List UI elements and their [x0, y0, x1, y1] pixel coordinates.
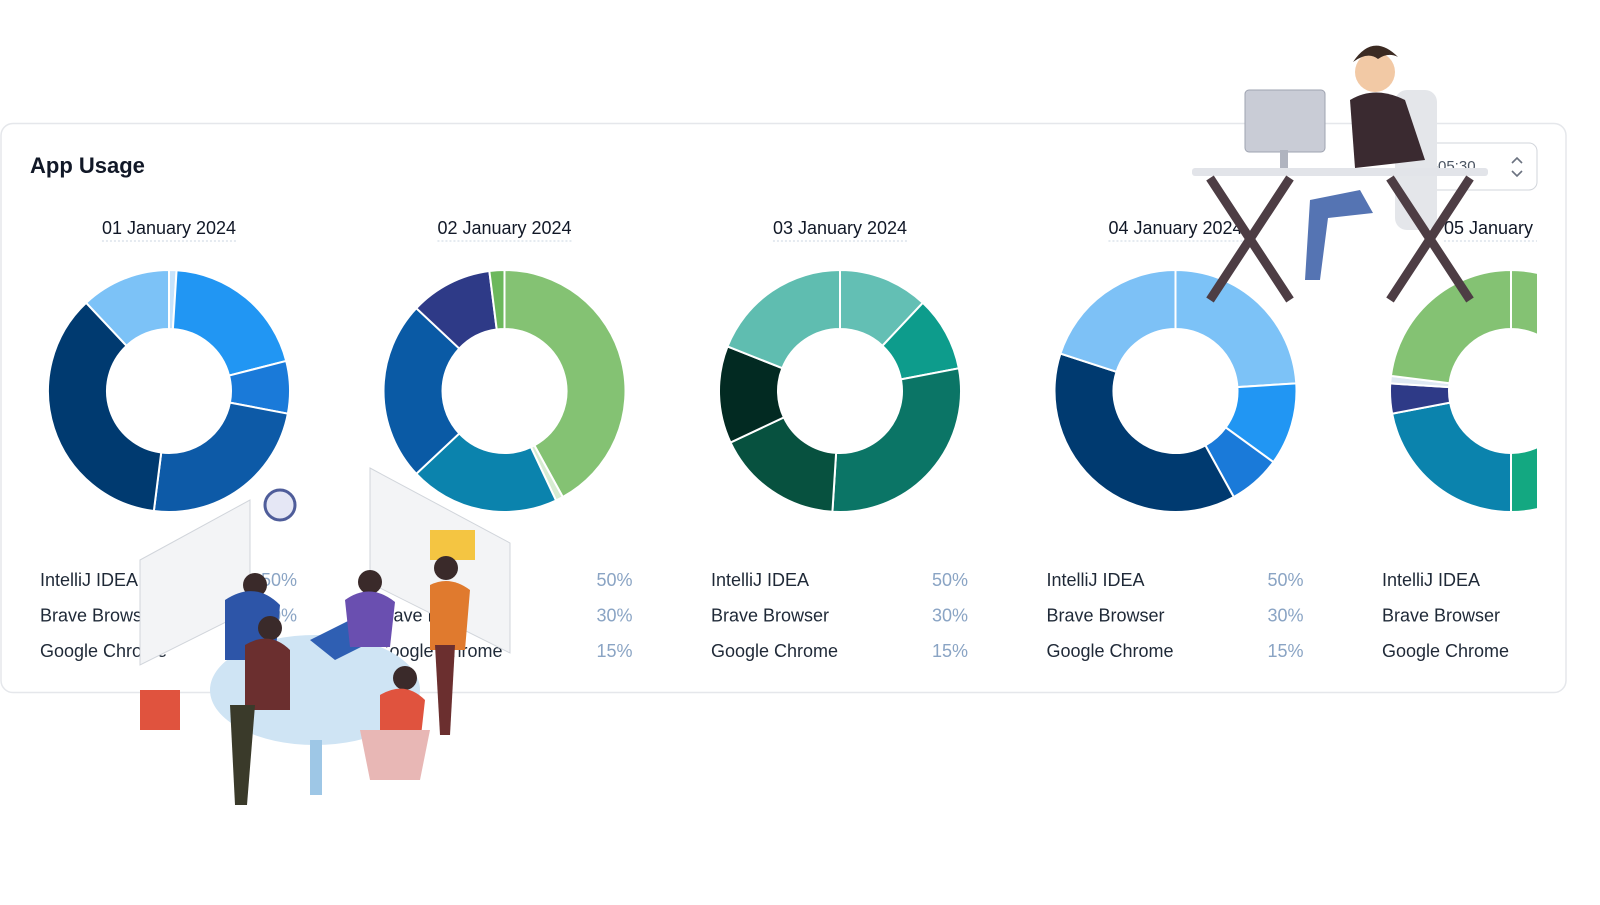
charts: 01 January 2024 IntelliJ IDEA 50% Brave Bro… — [40, 218, 1578, 661]
table-leg — [310, 740, 322, 795]
bin — [140, 690, 180, 730]
card-title: App Usage — [30, 153, 145, 178]
legend-label: IntelliJ IDEA — [1382, 570, 1480, 590]
legend-label: Brave Browser — [40, 605, 158, 625]
person-hair — [1353, 45, 1398, 62]
donut-segment — [1059, 268, 1177, 374]
chart-title: 02 January 2024 — [437, 218, 571, 238]
person-head — [243, 573, 267, 597]
donut-segment — [152, 401, 290, 513]
person-head — [258, 616, 282, 640]
legend-value: 50% — [261, 570, 297, 590]
person-head — [1355, 52, 1395, 92]
person-legs — [1305, 190, 1373, 280]
person-head — [434, 556, 458, 580]
donut-segment — [171, 269, 288, 377]
legend-label: Google Chrome — [711, 641, 838, 661]
legend-label: Google Chrome — [1382, 641, 1509, 661]
donut-segment — [503, 268, 627, 499]
chart-title: 05 January 2024 — [1444, 218, 1578, 238]
legend-label: Google Chrome — [40, 641, 167, 661]
legend-value: 15% — [596, 641, 632, 661]
person-head — [358, 570, 382, 594]
desk-legs — [1206, 175, 1474, 303]
person-body — [1350, 92, 1425, 168]
donut-segment — [1389, 268, 1512, 385]
chart-board — [430, 530, 475, 560]
donut-segment — [382, 306, 461, 476]
donut-segment — [47, 301, 163, 513]
donut-segment — [1510, 446, 1537, 514]
person-body — [245, 638, 290, 710]
donut-segment — [1390, 401, 1512, 514]
legend-label: IntelliJ IDEA — [711, 570, 809, 590]
desk-top — [1192, 168, 1488, 176]
legend-value: 50% — [1267, 570, 1303, 590]
legend-value: 15% — [1267, 641, 1303, 661]
legend-value: 30% — [932, 605, 968, 625]
select-caret — [1511, 156, 1523, 178]
clock — [263, 488, 297, 522]
legend-label: Google Chrome — [1047, 641, 1174, 661]
person-body — [345, 591, 395, 647]
legend-value: 50% — [596, 570, 632, 590]
chart-title: 03 January 2024 — [773, 218, 907, 238]
legend-value: 15% — [932, 641, 968, 661]
legend-value: 30% — [596, 605, 632, 625]
desk-illustration — [1192, 45, 1488, 303]
person-legs — [435, 645, 455, 735]
legend-value: 30% — [1267, 605, 1303, 625]
meeting-illustration — [139, 467, 511, 805]
legend-label: IntelliJ IDEA — [40, 570, 138, 590]
donut-segment — [726, 268, 841, 370]
legend-label: Brave Browser — [1382, 605, 1500, 625]
legend-value: 50% — [932, 570, 968, 590]
donut-segment — [414, 432, 558, 513]
person-head — [393, 666, 417, 690]
monitor-stand — [1280, 150, 1288, 168]
legend-label: Brave Browser — [1047, 605, 1165, 625]
legend-label: IntelliJ IDEA — [1047, 570, 1145, 590]
legend-label: Brave Browser — [711, 605, 829, 625]
donut-segment — [1510, 268, 1537, 336]
person-body — [430, 581, 470, 650]
chart-title: 01 January 2024 — [102, 218, 236, 238]
donut-segment — [488, 268, 506, 331]
monitor — [1244, 89, 1326, 153]
donut-segment — [831, 367, 962, 513]
donut-segment — [84, 268, 170, 348]
person-legs — [230, 705, 255, 805]
chart-title: 04 January 2024 — [1108, 218, 1242, 238]
chair — [360, 730, 430, 780]
donut-segment — [1053, 352, 1236, 513]
